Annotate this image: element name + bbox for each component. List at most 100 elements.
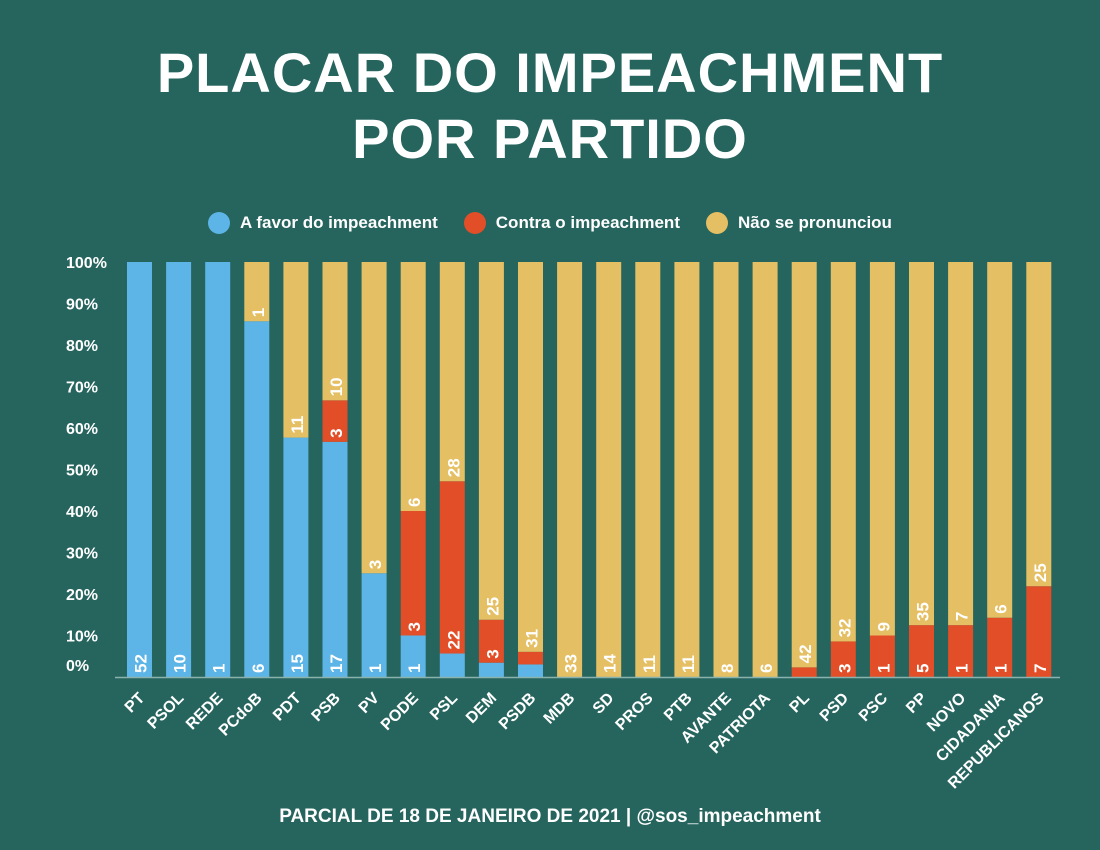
bar-segment-contra: [439, 481, 465, 654]
bar-segment-contra: [830, 641, 856, 677]
bar-segment-nao: [869, 262, 895, 636]
chart-title: PLACAR DO IMPEACHMENT POR PARTIDO: [0, 40, 1100, 172]
data-label: 3: [366, 560, 385, 569]
bar-segment-favor: [478, 662, 504, 677]
bar-segment-nao: [596, 262, 622, 677]
bar-segment-nao: [752, 262, 778, 677]
bar-segment-nao: [635, 262, 661, 677]
bar-segment-nao: [244, 262, 270, 322]
legend-item-nao: Não se pronunciou: [705, 212, 892, 234]
bar-segment-nao: [518, 262, 543, 652]
data-label: 32: [835, 619, 854, 638]
title-line-1: PLACAR DO IMPEACHMENT: [156, 41, 944, 104]
bar-segment-contra: [987, 617, 1013, 677]
y-tick-label: 50%: [66, 463, 98, 480]
bar-segment-contra: [948, 625, 974, 677]
legend-swatch-nao: [705, 212, 728, 234]
x-tick-label: PSC: [856, 689, 892, 725]
footer-caption: PARCIAL DE 18 DE JANEIRO DE 2021 | @sos_…: [279, 806, 821, 827]
data-label: 3: [835, 664, 854, 673]
y-tick-label: 0%: [66, 658, 89, 675]
y-tick-label: 10%: [66, 629, 98, 646]
x-tick-label: PV: [356, 690, 383, 717]
bar-segment-favor: [283, 437, 309, 677]
bar-segment-nao: [909, 262, 934, 626]
y-tick-label: 100%: [66, 255, 107, 272]
bar-segment-nao: [322, 262, 348, 401]
y-tick-label: 20%: [66, 587, 98, 604]
bar-segment-nao: [439, 262, 465, 482]
bar-segment-favor: [439, 653, 465, 677]
bar-segment-contra: [791, 667, 817, 677]
bar-segment-nao: [557, 262, 583, 677]
data-label: 1: [992, 664, 1011, 673]
bar-segment-favor: [518, 664, 543, 677]
legend-label-contra: Contra o impeachment: [495, 213, 680, 232]
data-label: 14: [601, 654, 620, 673]
data-label: 1: [366, 664, 385, 673]
title-line-2: POR PARTIDO: [352, 107, 748, 170]
data-label: 1: [874, 664, 893, 673]
data-label: 1: [210, 664, 229, 673]
bar-segment-nao: [713, 262, 739, 677]
bar-segment-contra: [1026, 586, 1052, 677]
data-label: 6: [757, 664, 776, 673]
x-tick-label: PL: [787, 690, 814, 717]
x-tick-label: PSOL: [145, 690, 188, 733]
bar-segment-contra: [909, 625, 934, 677]
data-label: 11: [288, 416, 307, 434]
data-label: 6: [992, 604, 1011, 613]
bar-segment-nao: [361, 262, 387, 574]
data-label: 1: [953, 664, 972, 673]
y-tick-label: 60%: [66, 421, 98, 438]
y-tick-label: 30%: [66, 546, 98, 563]
data-label: 28: [444, 458, 463, 477]
legend-label-favor: A favor do impeachment: [240, 213, 438, 232]
legend-swatch-contra: [463, 212, 486, 234]
data-label: 10: [327, 377, 346, 396]
bar-segment-favor: [361, 573, 387, 677]
data-label: 42: [796, 644, 815, 663]
data-label: 33: [562, 654, 581, 673]
x-tick-label: SD: [590, 690, 618, 718]
bar-segment-favor: [166, 262, 192, 677]
data-label: 6: [249, 664, 268, 673]
data-label: 7: [953, 612, 972, 621]
bar-segment-nao: [283, 262, 309, 438]
y-tick-label: 90%: [66, 297, 98, 314]
bar-segment-nao: [948, 262, 974, 626]
x-tick-label: PODE: [378, 690, 422, 734]
bar-segment-nao: [830, 262, 856, 642]
data-label: 3: [327, 428, 346, 437]
bar-segment-favor: [400, 635, 426, 677]
y-tick-label: 70%: [66, 380, 98, 397]
legend-item-favor: A favor do impeachment: [208, 212, 438, 234]
data-label: 3: [405, 622, 424, 631]
x-tick-label: PTB: [661, 690, 696, 725]
data-label: 1: [405, 664, 424, 673]
data-label: 25: [1031, 563, 1050, 582]
data-label: 11: [640, 655, 659, 673]
data-label: 31: [523, 629, 542, 648]
data-label: 52: [132, 654, 151, 673]
bar-segment-contra: [478, 619, 504, 663]
bar-segment-contra: [869, 635, 895, 677]
bar-segment-nao: [1026, 262, 1052, 587]
bar-segment-favor: [244, 321, 270, 677]
data-label: 11: [679, 655, 698, 673]
x-tick-label: PSB: [309, 690, 344, 725]
legend-label-nao: Não se pronunciou: [737, 213, 892, 232]
bar-segment-nao: [478, 262, 504, 620]
x-tick-label: PT: [122, 690, 149, 717]
bar-segment-contra: [400, 511, 426, 636]
data-label: 5: [914, 664, 933, 673]
legend-item-contra: Contra o impeachment: [463, 212, 680, 234]
chart-legend: A favor do impeachment Contra o impeachm…: [0, 212, 1100, 234]
bar-segment-favor: [205, 262, 231, 677]
bar-segment-nao: [987, 262, 1013, 618]
bar-segment-favor: [127, 262, 152, 677]
x-tick-label: PSL: [427, 690, 461, 724]
bar-segment-nao: [400, 262, 426, 511]
y-tick-label: 80%: [66, 338, 98, 355]
